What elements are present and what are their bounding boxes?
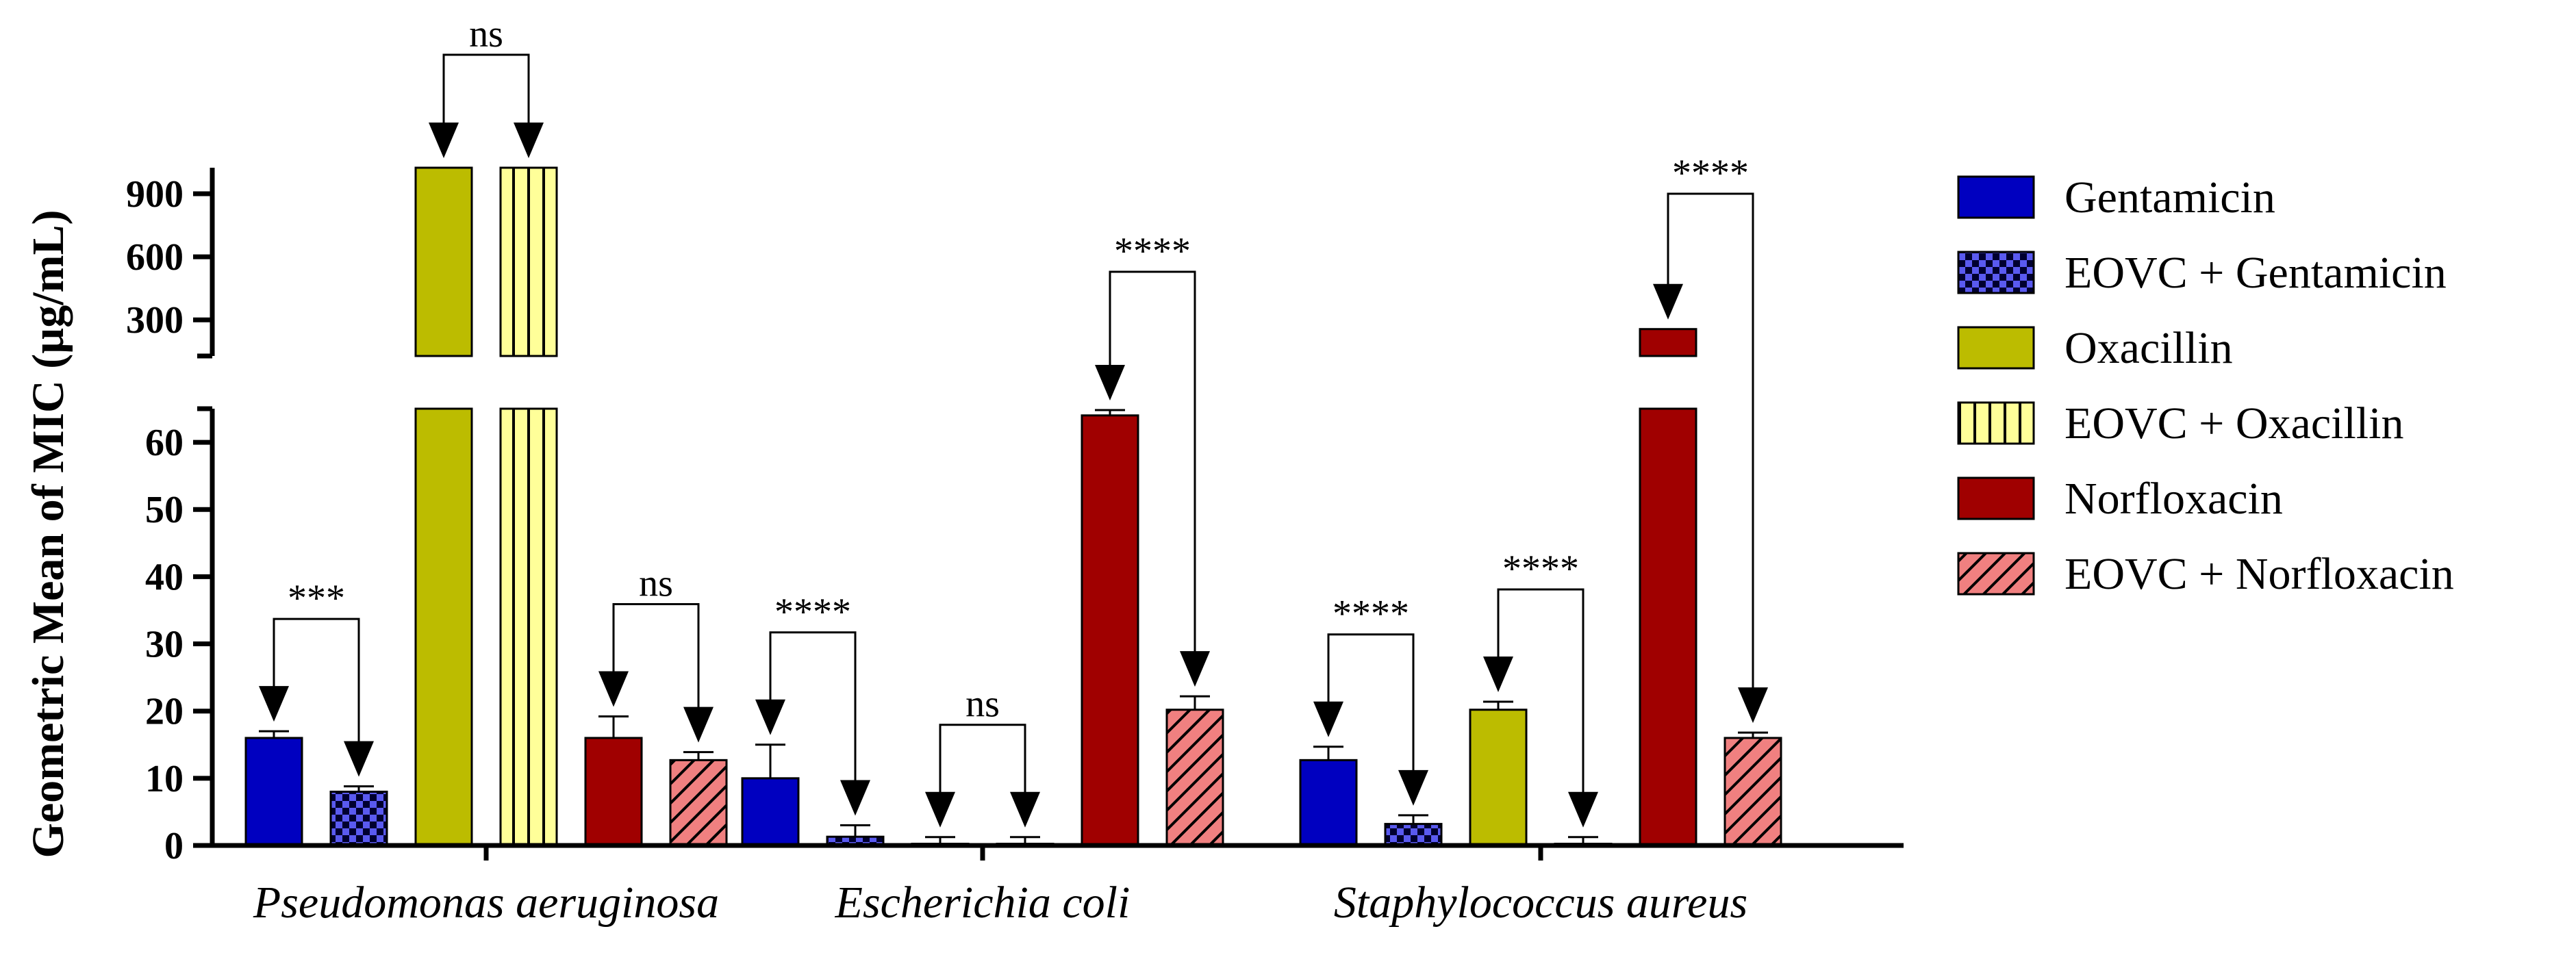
significance-escherichia-coli-gentamicin-bracket (769, 631, 857, 782)
significance-staphylococcus-aureus-norfloxacin-arrow-left (1653, 283, 1683, 320)
bar-norfloxacin-staphylococcus-aureus (1639, 407, 1697, 847)
bar-eovc-norfloxacin-pseudomonas-aeruginosa (669, 759, 728, 847)
y-tick-label-20: 20 (145, 691, 184, 733)
legend-label-oxacillin: Oxacillin (2064, 323, 2233, 373)
bar-eovc-gentamicin-staphylococcus-aureus (1384, 823, 1443, 847)
significance-staphylococcus-aureus-gentamicin-label: **** (1333, 593, 1409, 635)
bar-norfloxacin-staphylococcus-aureus-upper (1639, 328, 1697, 357)
significance-staphylococcus-aureus-gentamicin-bracket (1327, 633, 1415, 772)
bar-eovc-norfloxacin-escherichia-coli (1165, 709, 1224, 847)
y-tick-label-600: 600 (126, 236, 184, 279)
significance-staphylococcus-aureus-oxacillin-arrow-left (1483, 656, 1513, 692)
significance-escherichia-coli-gentamicin-label: **** (774, 591, 851, 633)
y-tick-label-10: 10 (145, 758, 184, 800)
legend-swatch-norfloxacin (1957, 476, 2035, 520)
y-tick-label-0: 0 (164, 825, 184, 867)
significance-escherichia-coli-oxacillin-arrow-left (925, 791, 955, 828)
significance-escherichia-coli-gentamicin-arrow-right (840, 780, 870, 816)
legend-label-eovc-gentamicin: EOVC + Gentamicin (2064, 248, 2447, 298)
x-tick-label-escherichia-coli: Escherichia coli (835, 878, 1131, 928)
y-axis-label: Geometric Mean of MIC (µg/mL) (23, 209, 73, 858)
bar-norfloxacin-escherichia-coli (1081, 414, 1139, 847)
significance-pseudomonas-aeruginosa-norfloxacin-label: ns (639, 563, 673, 605)
significance-pseudomonas-aeruginosa-gentamicin-arrow-left (259, 686, 289, 722)
legend-swatch-gentamicin (1957, 175, 2035, 219)
x-tick-label-pseudomonas-aeruginosa: Pseudomonas aeruginosa (253, 878, 719, 928)
significance-pseudomonas-aeruginosa-oxacillin-arrow-right (514, 123, 544, 158)
bar-oxacillin-staphylococcus-aureus (1469, 709, 1528, 847)
significance-staphylococcus-aureus-norfloxacin-bracket (1667, 192, 1754, 689)
bar-eovc-gentamicin-pseudomonas-aeruginosa (329, 790, 388, 847)
significance-escherichia-coli-norfloxacin-label: **** (1114, 230, 1191, 272)
significance-pseudomonas-aeruginosa-gentamicin-arrow-right (344, 741, 374, 777)
bar-gentamicin-pseudomonas-aeruginosa (244, 737, 303, 847)
x-tick-label-staphylococcus-aureus: Staphylococcus aureus (1334, 878, 1747, 928)
significance-staphylococcus-aureus-gentamicin-arrow-left (1313, 701, 1343, 737)
bar-gentamicin-staphylococcus-aureus (1299, 759, 1358, 847)
significance-escherichia-coli-norfloxacin-bracket (1109, 270, 1196, 653)
significance-pseudomonas-aeruginosa-gentamicin-label: *** (288, 577, 345, 620)
significance-pseudomonas-aeruginosa-norfloxacin-bracket (612, 603, 700, 709)
legend-label-eovc-norfloxacin: EOVC + Norfloxacin (2064, 549, 2454, 599)
significance-staphylococcus-aureus-oxacillin-label: **** (1502, 548, 1579, 590)
significance-pseudomonas-aeruginosa-oxacillin-label: ns (469, 13, 503, 55)
significance-escherichia-coli-oxacillin-arrow-right (1010, 791, 1040, 828)
legend-swatch-eovc-oxacillin (1957, 401, 2035, 445)
legend-label-norfloxacin: Norfloxacin (2064, 474, 2283, 524)
significance-staphylococcus-aureus-norfloxacin-label: **** (1672, 152, 1749, 194)
y-tick-label-900: 900 (126, 173, 184, 216)
significance-staphylococcus-aureus-oxacillin-bracket (1497, 588, 1584, 793)
significance-staphylococcus-aureus-norfloxacin-arrow-right (1738, 687, 1768, 724)
legend-swatch-eovc-gentamicin (1957, 251, 2035, 294)
bar-oxacillin-pseudomonas-aeruginosa (414, 407, 473, 847)
axis-break-gap (218, 357, 1909, 407)
significance-escherichia-coli-norfloxacin-arrow-right (1180, 651, 1210, 687)
y-tick-label-40: 40 (145, 556, 184, 598)
bar-eovc-oxacillin-pseudomonas-aeruginosa-upper (499, 166, 558, 357)
significance-pseudomonas-aeruginosa-oxacillin-bracket (442, 53, 530, 124)
bar-gentamicin-escherichia-coli (741, 777, 800, 847)
legend-swatch-oxacillin (1957, 326, 2035, 370)
significance-pseudomonas-aeruginosa-oxacillin-arrow-left (429, 123, 459, 158)
bar-eovc-norfloxacin-staphylococcus-aureus (1723, 737, 1782, 847)
significance-staphylococcus-aureus-oxacillin-arrow-right (1568, 791, 1598, 828)
legend-swatch-eovc-norfloxacin (1957, 552, 2035, 596)
bar-oxacillin-pseudomonas-aeruginosa-upper (414, 166, 473, 357)
bar-eovc-oxacillin-pseudomonas-aeruginosa (499, 407, 558, 847)
significance-pseudomonas-aeruginosa-gentamicin-bracket (273, 617, 360, 743)
bar-norfloxacin-pseudomonas-aeruginosa (584, 737, 643, 847)
significance-staphylococcus-aureus-gentamicin-arrow-right (1398, 769, 1428, 806)
y-tick-label-50: 50 (145, 489, 184, 531)
significance-escherichia-coli-norfloxacin-arrow-left (1095, 364, 1125, 400)
y-tick-label-60: 60 (145, 422, 184, 464)
significance-escherichia-coli-oxacillin-bracket (939, 724, 1026, 793)
y-tick-label-300: 300 (126, 299, 184, 342)
legend-label-eovc-oxacillin: EOVC + Oxacillin (2064, 398, 2403, 448)
significance-pseudomonas-aeruginosa-norfloxacin-arrow-left (598, 671, 629, 707)
significance-pseudomonas-aeruginosa-norfloxacin-arrow-right (683, 706, 714, 743)
significance-escherichia-coli-gentamicin-arrow-left (755, 699, 785, 735)
y-tick-label-30: 30 (145, 624, 184, 666)
legend-label-gentamicin: Gentamicin (2064, 173, 2275, 222)
significance-escherichia-coli-oxacillin-label: ns (965, 683, 1000, 726)
